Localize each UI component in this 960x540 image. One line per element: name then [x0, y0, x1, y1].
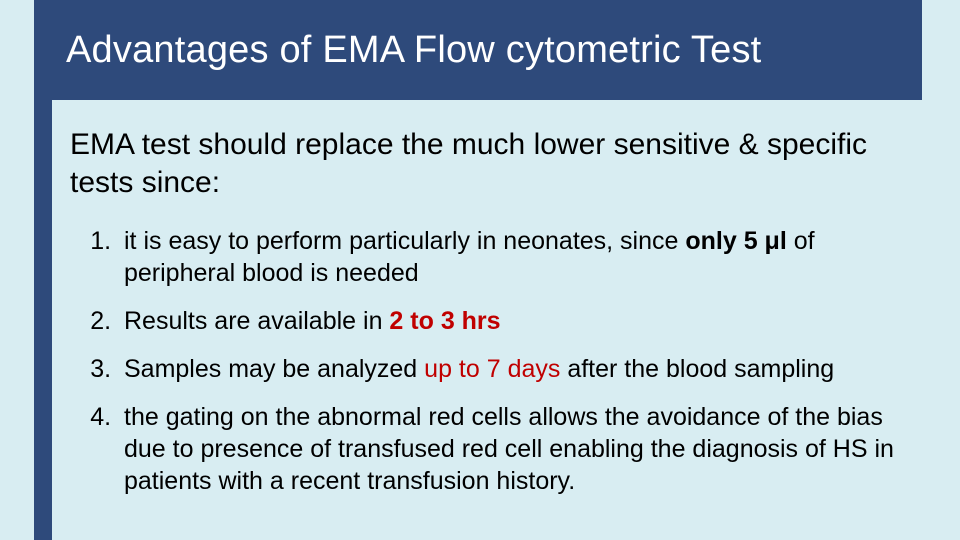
title-box: Advantages of EMA Flow cytometric Test: [52, 0, 922, 100]
item-bold: only 5 μl: [685, 227, 786, 255]
item-red: up to 7 days: [424, 355, 560, 383]
advantages-list: it is easy to perform particularly in ne…: [70, 225, 915, 497]
item-text: the gating on the abnormal red cells all…: [124, 403, 894, 495]
list-item: Samples may be analyzed up to 7 days aft…: [118, 353, 915, 385]
slide-title: Advantages of EMA Flow cytometric Test: [66, 29, 761, 72]
slide: Advantages of EMA Flow cytometric Test E…: [0, 0, 960, 540]
accent-bar: [34, 0, 52, 540]
item-text: after the blood sampling: [560, 355, 834, 383]
intro-text: EMA test should replace the much lower s…: [70, 126, 915, 203]
item-bold-red: 2 to 3 hrs: [389, 307, 500, 335]
list-item: it is easy to perform particularly in ne…: [118, 225, 915, 289]
item-text: Results are available in: [124, 307, 389, 335]
item-text: it is easy to perform particularly in ne…: [124, 227, 685, 255]
list-item: Results are available in 2 to 3 hrs: [118, 305, 915, 337]
content-area: EMA test should replace the much lower s…: [70, 126, 915, 513]
list-item: the gating on the abnormal red cells all…: [118, 401, 915, 497]
item-text: Samples may be analyzed: [124, 355, 424, 383]
